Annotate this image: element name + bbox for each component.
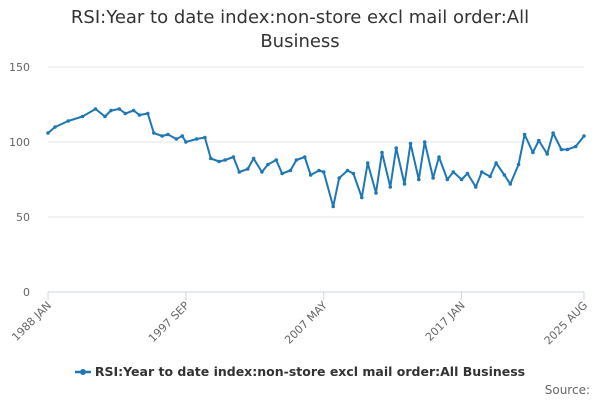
data-point[interactable] — [417, 177, 421, 182]
y-tick-label: 150 — [9, 61, 30, 74]
x-tick-label: 1988 JAN — [9, 299, 54, 344]
x-tick-label: 2007 MAY — [282, 299, 330, 347]
data-point[interactable] — [251, 156, 256, 161]
y-axis: 0 50 100 150 — [9, 61, 30, 299]
x-tick-label: 2017 JAN — [423, 299, 468, 344]
data-point[interactable] — [374, 191, 378, 195]
data-point[interactable] — [160, 134, 164, 138]
data-point[interactable] — [203, 135, 207, 140]
data-point[interactable] — [80, 114, 85, 119]
data-point[interactable] — [152, 131, 156, 135]
data-point[interactable] — [260, 170, 264, 174]
data-point[interactable] — [445, 177, 450, 182]
data-point[interactable] — [274, 158, 279, 162]
legend-symbol-icon — [74, 369, 91, 375]
data-point[interactable] — [488, 174, 492, 179]
x-tick-label: 1997 SEP — [146, 299, 192, 345]
data-point[interactable] — [217, 159, 221, 164]
data-point[interactable] — [516, 162, 521, 167]
data-point[interactable] — [123, 111, 128, 116]
data-point[interactable] — [131, 108, 136, 113]
data-point[interactable] — [294, 158, 299, 162]
legend-label: RSI:Year to date index:non-store excl ma… — [94, 364, 526, 379]
y-tick-label: 50 — [16, 211, 30, 224]
data-point[interactable] — [431, 176, 435, 180]
data-point[interactable] — [502, 173, 507, 177]
data-point[interactable] — [280, 171, 284, 176]
data-point[interactable] — [388, 185, 393, 189]
data-point[interactable] — [408, 141, 413, 146]
data-point[interactable] — [474, 185, 478, 189]
x-axis: 1988 JAN 1997 SEP 2007 MAY 2017 JAN 2025 AUG — [9, 291, 591, 348]
data-point[interactable] — [117, 107, 122, 111]
data-point[interactable] — [66, 119, 70, 123]
data-point[interactable] — [331, 204, 336, 209]
grid-lines — [48, 66, 584, 218]
chart-title: RSI:Year to date index:non-store excl ma… — [70, 7, 530, 52]
x-tick-label: 2025 AUG — [542, 299, 591, 348]
data-point[interactable] — [380, 150, 384, 155]
y-tick-label: 0 — [23, 286, 30, 299]
data-point[interactable] — [245, 167, 250, 171]
data-point[interactable] — [302, 155, 307, 159]
data-point[interactable] — [266, 162, 270, 167]
data-point[interactable] — [531, 150, 535, 155]
credits-link[interactable]: Source: — [544, 383, 590, 397]
data-point[interactable] — [522, 132, 527, 137]
data-point[interactable] — [465, 171, 470, 176]
data-point[interactable] — [459, 177, 464, 182]
legend[interactable]: RSI:Year to date index:non-store excl ma… — [0, 364, 600, 379]
data-point[interactable] — [109, 108, 113, 113]
data-point[interactable] — [565, 147, 570, 152]
data-point[interactable] — [582, 134, 586, 138]
data-point[interactable] — [308, 173, 313, 177]
data-point[interactable] — [480, 170, 484, 174]
data-point[interactable] — [422, 140, 427, 144]
data-point[interactable] — [394, 146, 399, 150]
data-point[interactable] — [46, 131, 50, 135]
data-point[interactable] — [451, 170, 456, 174]
data-point[interactable] — [137, 113, 142, 117]
data-point[interactable] — [494, 161, 498, 165]
data-point[interactable] — [103, 114, 107, 119]
series-group — [46, 107, 586, 209]
data-point[interactable] — [365, 161, 370, 165]
data-point[interactable] — [174, 137, 179, 141]
data-point[interactable] — [93, 107, 98, 111]
data-point[interactable] — [559, 147, 564, 152]
data-point[interactable] — [345, 168, 350, 173]
data-point[interactable] — [223, 158, 227, 162]
data-point[interactable] — [360, 195, 364, 200]
data-point[interactable] — [321, 170, 326, 174]
data-point[interactable] — [337, 176, 342, 180]
data-point[interactable] — [402, 182, 407, 186]
data-point[interactable] — [351, 171, 356, 176]
data-point[interactable] — [166, 132, 170, 137]
data-point[interactable] — [537, 138, 541, 143]
data-point[interactable] — [545, 152, 549, 156]
data-point[interactable] — [53, 125, 57, 129]
data-point[interactable] — [437, 155, 441, 159]
data-point[interactable] — [231, 155, 236, 159]
data-point[interactable] — [194, 137, 199, 141]
data-point[interactable] — [180, 134, 185, 138]
data-point[interactable] — [317, 168, 321, 173]
y-tick-label: 100 — [9, 136, 30, 149]
data-point[interactable] — [551, 131, 555, 135]
series-line[interactable] — [47, 108, 585, 208]
data-point[interactable] — [209, 156, 213, 161]
data-point[interactable] — [146, 111, 150, 116]
data-point[interactable] — [508, 182, 513, 186]
data-point[interactable] — [573, 144, 578, 149]
data-point[interactable] — [288, 168, 293, 173]
data-point[interactable] — [237, 170, 242, 174]
data-point[interactable] — [184, 140, 188, 144]
